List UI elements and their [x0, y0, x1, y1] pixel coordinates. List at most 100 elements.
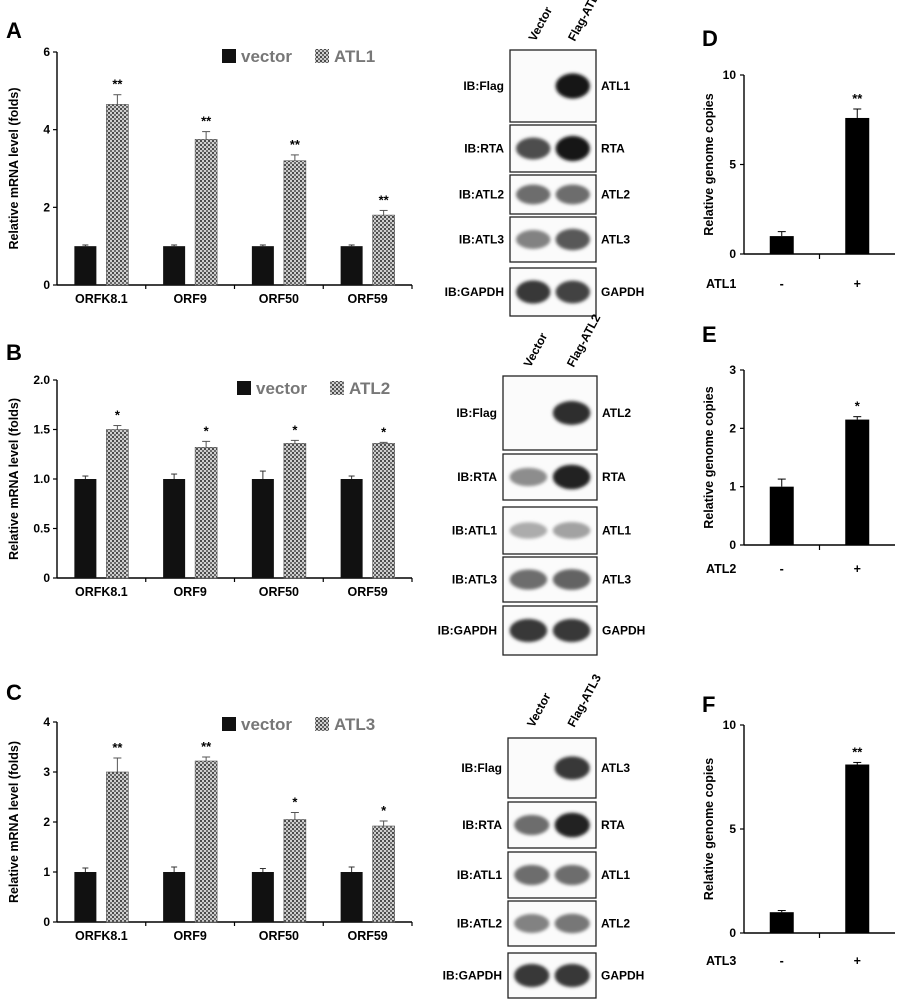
legend-swatch-vector: [222, 49, 236, 63]
band-lane-2: [555, 135, 590, 162]
ib-label: IB:ATL1: [452, 524, 497, 538]
band-label: ATL3: [601, 761, 630, 775]
lane-label-flag: Flag-ATL2: [564, 312, 604, 370]
bar-vector: [340, 479, 363, 578]
legend-swatch-atl: [330, 381, 344, 395]
blot-row: IB:ATL1 ATL1: [452, 506, 631, 555]
panel-label-d: D: [702, 26, 718, 51]
band-lane-2: [552, 569, 591, 590]
band-label: ATL2: [601, 917, 630, 931]
significance-mark: *: [381, 803, 387, 818]
blot-row: IB:Flag ATL2: [456, 375, 631, 451]
category-label: ORF59: [347, 585, 387, 599]
category-label: ORF50: [259, 292, 299, 306]
band-label: GAPDH: [602, 624, 645, 638]
band-label: ATL1: [601, 868, 630, 882]
y-tick-label: 0: [729, 538, 736, 552]
y-tick-label: 0.5: [33, 522, 50, 536]
panel-label-c: C: [6, 680, 22, 705]
band-label: ATL2: [601, 188, 630, 202]
blot-row: IB:Flag ATL3: [461, 737, 630, 799]
ib-label: IB:ATL2: [459, 188, 504, 202]
ib-label: IB:Flag: [461, 761, 502, 775]
significance-mark: **: [201, 739, 212, 754]
category-label: ORF50: [259, 929, 299, 943]
bar-atl: [283, 443, 307, 579]
y-tick-label: 2.0: [33, 373, 50, 387]
y-tick-label: 1: [729, 480, 736, 494]
mrna-chart-atl2: 0 0.5 1.0 1.5 2.0 Relative mRNA level (folds)…: [7, 373, 413, 599]
band-lane-1: [516, 230, 551, 249]
treatment-sign: +: [854, 954, 861, 968]
bar-vector: [163, 872, 186, 922]
band-lane-2: [555, 228, 590, 251]
lane-label-flag: Flag-ATL3: [565, 672, 605, 730]
y-tick-label: 5: [729, 822, 736, 836]
genome-chart-atl2: 0 1 2 3 Relative genome copies - * + ATL2: [702, 363, 895, 576]
category-label: ORFK8.1: [75, 929, 128, 943]
bar-atl: [106, 429, 129, 579]
y-tick-label: 0: [43, 571, 50, 585]
bar-vector: [74, 246, 97, 285]
legend-swatch-atl: [315, 49, 329, 63]
category-label: ORF50: [259, 585, 299, 599]
y-tick-label: 4: [43, 715, 50, 729]
band-lane-2: [554, 812, 590, 838]
band-lane-1: [516, 137, 551, 160]
bar-atl: [194, 447, 218, 579]
y-axis-label: Relative mRNA level (folds): [7, 87, 21, 249]
blot-row: IB:ATL2 ATL2: [459, 174, 630, 215]
treatment-sign: -: [780, 277, 784, 291]
significance-mark: **: [201, 114, 212, 129]
legend-label-atl: ATL3: [334, 715, 375, 734]
y-axis-label: Relative genome copies: [702, 93, 716, 235]
y-tick-label: 3: [729, 363, 736, 377]
legend-swatch-vector: [237, 381, 251, 395]
legend: vector ATL1: [222, 47, 375, 66]
band-label: RTA: [601, 818, 625, 832]
ib-label: IB:ATL3: [459, 233, 504, 247]
bar-atl: [194, 760, 218, 923]
panel-label-e: E: [702, 322, 717, 347]
band-lane-2: [555, 184, 590, 205]
bar-atl: [106, 771, 129, 923]
band-lane-1: [509, 522, 548, 539]
band-label: ATL3: [602, 573, 631, 587]
y-tick-label: 4: [43, 123, 50, 137]
band-label: ATL3: [601, 233, 630, 247]
ib-label: IB:ATL3: [452, 573, 497, 587]
ib-label: IB:GAPDH: [438, 624, 497, 638]
bar-vector: [251, 479, 274, 578]
legend-swatch-atl: [315, 717, 329, 731]
bar-vector: [340, 872, 363, 922]
category-label: ORF9: [173, 292, 206, 306]
band-lane-2: [552, 401, 591, 425]
band-lane-1: [516, 184, 551, 205]
lane-label-vector: Vector: [521, 330, 551, 369]
y-tick-label: 1: [43, 865, 50, 879]
band-lane-2: [554, 963, 590, 988]
y-tick-label: 10: [723, 68, 737, 82]
y-axis-label: Relative genome copies: [702, 386, 716, 528]
band-lane-1: [514, 914, 550, 933]
bar-atl: [283, 819, 307, 923]
bar-plus: [845, 419, 870, 545]
band-lane-1: [509, 618, 548, 643]
blot-row: IB:ATL3 ATL3: [459, 216, 630, 263]
y-tick-label: 0: [43, 278, 50, 292]
genome-chart-atl1: 0 5 10 Relative genome copies - ** + ATL1: [702, 68, 895, 291]
ib-label: IB:RTA: [457, 470, 497, 484]
lane-label-vector: Vector: [526, 4, 556, 43]
blot-row: IB:RTA RTA: [462, 801, 625, 849]
category-label: ORF9: [173, 929, 206, 943]
band-label: ATL1: [602, 524, 631, 538]
significance-mark: *: [115, 408, 121, 423]
treatment-row-label: ATL1: [706, 277, 736, 291]
category-label: ORF59: [347, 292, 387, 306]
ib-label: IB:RTA: [464, 142, 504, 156]
y-tick-label: 2: [729, 421, 736, 435]
legend-label-vector: vector: [241, 47, 292, 66]
band-label: RTA: [602, 470, 626, 484]
genome-chart-atl3: 0 5 10 Relative genome copies - ** + ATL3: [702, 718, 895, 968]
